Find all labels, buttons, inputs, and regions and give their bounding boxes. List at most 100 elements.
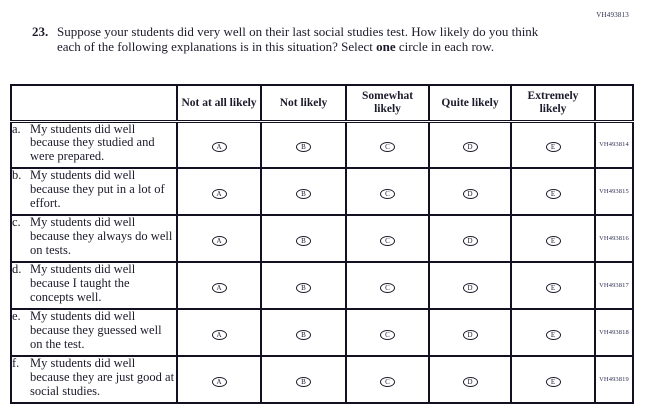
response-oval-c[interactable]: C: [380, 142, 395, 153]
row-item-code: VH493819: [594, 355, 634, 404]
oval-letter: B: [301, 330, 306, 339]
oval-letter: D: [467, 142, 473, 151]
oval-letter: C: [385, 142, 390, 151]
response-oval-a[interactable]: A: [211, 189, 227, 199]
oval-letter: C: [385, 189, 390, 198]
oval-letter: E: [550, 330, 556, 339]
response-oval-c[interactable]: C: [380, 189, 395, 199]
response-oval-d[interactable]: D: [462, 283, 478, 293]
row-item-code: VH493818: [594, 308, 634, 357]
question-text: Suppose your students did very well on t…: [57, 24, 552, 54]
question-text-end: circle in each row.: [395, 38, 495, 54]
oval-letter: D: [467, 377, 473, 386]
row-statement: My students did well because they are ju…: [30, 356, 175, 398]
oval-letter: D: [467, 330, 473, 339]
response-oval-a[interactable]: A: [211, 330, 227, 340]
oval-letter: A: [216, 142, 222, 151]
response-oval-e[interactable]: E: [545, 377, 561, 387]
response-oval-a[interactable]: A: [211, 377, 227, 387]
response-oval-d[interactable]: D: [462, 189, 478, 199]
response-oval-c[interactable]: C: [380, 330, 395, 340]
row-item-code: VH493816: [594, 214, 634, 263]
oval-letter: A: [216, 283, 222, 292]
row-statement: My students did well because they put in…: [30, 168, 165, 210]
row-letter: e.: [12, 309, 21, 323]
row-letter: a.: [12, 121, 21, 136]
response-oval-b[interactable]: B: [296, 283, 311, 293]
survey-table: Not at all likely Not likely Somewhat li…: [10, 84, 634, 404]
response-oval-c[interactable]: C: [380, 377, 395, 387]
oval-letter: C: [385, 377, 390, 386]
response-oval-b[interactable]: B: [296, 236, 311, 246]
table-row-d: d. My students did well because I taught …: [10, 261, 634, 310]
response-oval-e[interactable]: E: [545, 236, 561, 246]
oval-letter: E: [550, 377, 556, 386]
response-oval-c[interactable]: C: [380, 283, 395, 293]
column-header-extremely-likely: Extremely likely: [510, 84, 596, 123]
response-oval-b[interactable]: B: [296, 377, 311, 387]
row-item-code: VH493814: [594, 120, 634, 169]
oval-letter: A: [216, 330, 222, 339]
response-oval-d[interactable]: D: [462, 330, 478, 340]
response-oval-c[interactable]: C: [380, 236, 395, 246]
response-oval-b[interactable]: B: [296, 330, 311, 340]
oval-letter: D: [467, 236, 473, 245]
oval-letter: C: [385, 236, 390, 245]
statement-column-header: [10, 84, 178, 123]
response-oval-a[interactable]: A: [211, 142, 227, 153]
oval-letter: B: [301, 377, 306, 386]
row-statement: My students did well because they guesse…: [30, 309, 162, 351]
row-item-code: VH493815: [594, 167, 634, 216]
column-header-not-at-all-likely: Not at all likely: [176, 84, 262, 123]
table-row-a: a. My students did well because they stud…: [10, 120, 634, 169]
row-statement: My students did well because I taught th…: [30, 262, 136, 304]
row-letter: b.: [12, 168, 22, 182]
row-letter: c.: [12, 215, 21, 229]
row-letter: f.: [12, 356, 20, 370]
oval-letter: A: [216, 377, 222, 386]
oval-letter: E: [550, 283, 556, 292]
oval-letter: B: [301, 283, 306, 292]
oval-letter: B: [301, 236, 306, 245]
response-oval-e[interactable]: E: [545, 142, 561, 153]
header-row: Not at all likely Not likely Somewhat li…: [10, 84, 634, 123]
response-oval-a[interactable]: A: [211, 283, 227, 293]
response-oval-e[interactable]: E: [545, 330, 561, 340]
oval-letter: C: [385, 330, 390, 339]
response-oval-e[interactable]: E: [545, 283, 561, 293]
table-row-c: c. My students did well because they alwa…: [10, 214, 634, 263]
column-header-somewhat-likely: Somewhat likely: [345, 84, 430, 123]
oval-letter: B: [301, 142, 306, 151]
row-statement: My students did well because they always…: [30, 215, 173, 257]
response-oval-a[interactable]: A: [211, 236, 227, 246]
question-block: 23. Suppose your students did very well …: [32, 24, 552, 54]
table-row-e: e. My students did well because they gues…: [10, 308, 634, 357]
question-text-start: Suppose your students did very well on t…: [57, 24, 539, 54]
response-oval-b[interactable]: B: [296, 189, 311, 199]
response-oval-e[interactable]: E: [545, 189, 561, 199]
column-header-not-likely: Not likely: [260, 84, 347, 123]
row-statement: My students did well because they studie…: [30, 121, 155, 164]
page-item-code: VH493813: [596, 11, 629, 19]
row-letter: d.: [12, 262, 22, 276]
oval-letter: A: [216, 236, 222, 245]
oval-letter: E: [550, 236, 556, 245]
table-row-b: b. My students did well because they put …: [10, 167, 634, 216]
response-oval-d[interactable]: D: [462, 142, 478, 153]
response-oval-b[interactable]: B: [296, 142, 311, 153]
column-header-quite-likely: Quite likely: [428, 84, 512, 123]
question-number: 23.: [32, 24, 49, 39]
table-row-f: f. My students did well because they are …: [10, 355, 634, 404]
oval-letter: E: [550, 142, 556, 151]
response-oval-d[interactable]: D: [462, 377, 478, 387]
question-text-bold: one: [376, 38, 396, 54]
oval-letter: D: [467, 189, 473, 198]
oval-letter: C: [385, 283, 390, 292]
row-item-code: VH493817: [594, 261, 634, 310]
oval-letter: E: [550, 189, 556, 198]
oval-letter: D: [467, 283, 473, 292]
code-column-header: [594, 84, 634, 123]
oval-letter: B: [301, 189, 306, 198]
response-oval-d[interactable]: D: [462, 236, 478, 246]
oval-letter: A: [216, 189, 222, 198]
